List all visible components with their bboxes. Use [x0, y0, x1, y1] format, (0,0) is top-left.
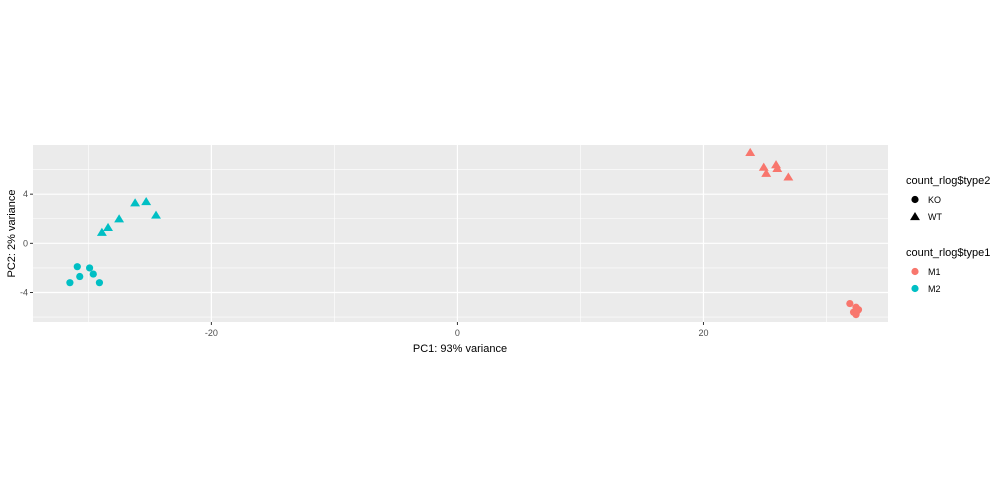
- data-point-m1-wt: [761, 168, 772, 177]
- data-point-m1-wt: [745, 147, 756, 156]
- legend-label-m2: M2: [928, 284, 941, 294]
- data-point-m1-wt: [783, 172, 794, 181]
- legend-title: count_rlog$type1: [906, 247, 990, 259]
- data-point-m2-wt: [151, 210, 161, 219]
- legend-label-ko: KO: [928, 195, 941, 205]
- major-gridlines: [33, 145, 888, 322]
- data-point-m1-ko: [853, 307, 861, 315]
- legend-key-ko: [911, 195, 919, 204]
- data-point-m1-ko: [846, 299, 854, 308]
- data-point-m2-ko: [66, 279, 74, 287]
- minor-gridlines: [33, 145, 888, 322]
- legend-key-m2: [911, 284, 919, 293]
- x-tick-label: 20: [698, 328, 708, 338]
- y-axis-ticks: -4 0 4: [20, 189, 33, 298]
- legend-label-wt: WT: [928, 212, 942, 222]
- x-axis-title: PC1: 93% variance: [413, 343, 507, 355]
- legend-label-m1: M1: [928, 267, 941, 277]
- y-tick-label: -4: [20, 288, 28, 298]
- data-point-m2-wt: [141, 197, 152, 206]
- y-axis-title: PC2: 2% variance: [6, 189, 18, 277]
- data-point-m2-ko: [89, 270, 97, 278]
- data-point-m2-wt: [103, 222, 113, 231]
- data-point-m2-wt: [114, 214, 125, 223]
- x-axis-ticks: -20 0 20: [205, 322, 708, 338]
- data-point-m1-wt: [772, 163, 783, 172]
- data-point-m2-ko: [95, 279, 104, 287]
- data-point-m1-wt: [758, 162, 769, 171]
- plot-panel: [33, 145, 888, 322]
- legend-key-m1: [911, 267, 919, 276]
- data-points: [66, 147, 863, 319]
- x-tick-label: -20: [205, 328, 218, 338]
- legend: count_rlog$type2 KO WT count_rlog$type1 M1 M2: [906, 175, 990, 294]
- data-point-m2-ko: [73, 263, 81, 271]
- data-point-m2-ko: [85, 264, 94, 272]
- legend-key-wt: [910, 212, 920, 221]
- data-point-m2-wt: [130, 198, 141, 207]
- x-tick-label: 0: [455, 328, 460, 338]
- y-tick-label: 0: [23, 238, 28, 248]
- y-tick-label: 4: [23, 189, 28, 199]
- legend-title: count_rlog$type2: [906, 175, 990, 187]
- data-point-m2-wt: [96, 227, 107, 236]
- data-point-m2-ko: [76, 272, 84, 281]
